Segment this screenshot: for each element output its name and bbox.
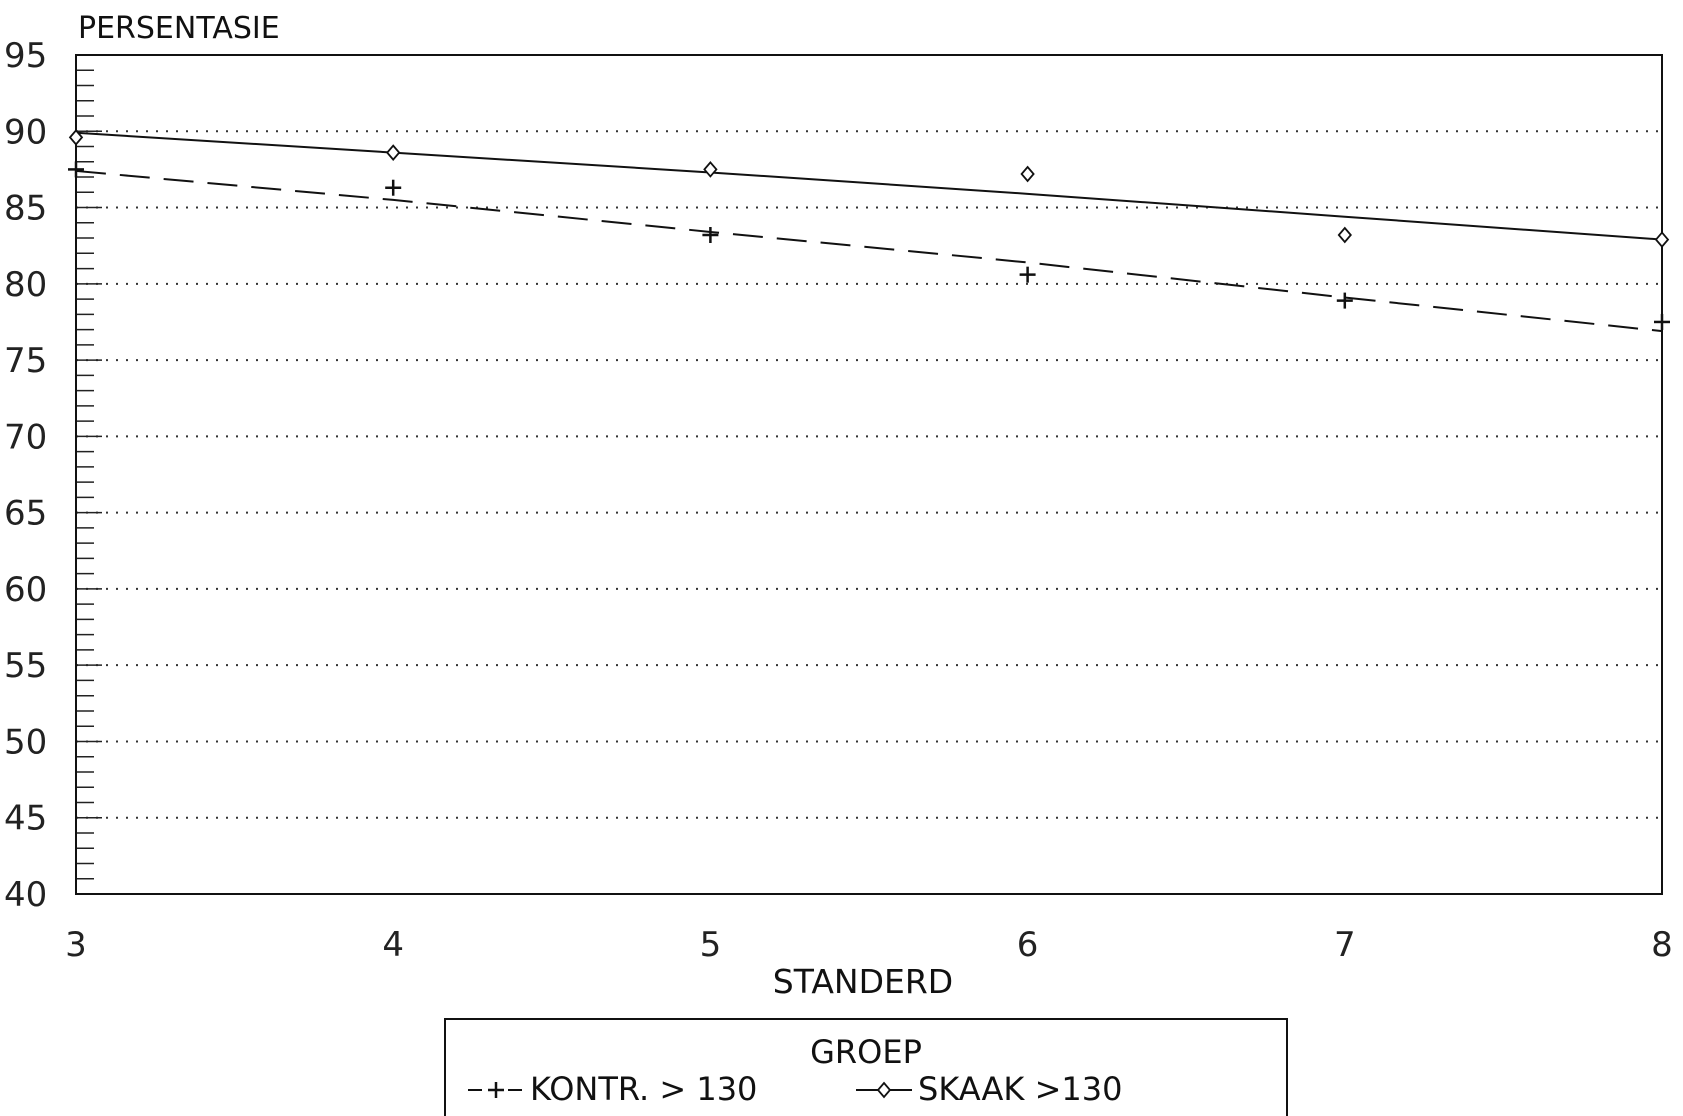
grid-lines (76, 130, 1662, 819)
legend-label: KONTR. > 130 (530, 1070, 757, 1108)
legend-label: SKAAK >130 (918, 1070, 1122, 1108)
y-tick-label: 80 (4, 265, 47, 305)
y-tick-label: 90 (4, 112, 47, 152)
data-point (1337, 226, 1352, 244)
x-tick-label: 3 (65, 925, 87, 965)
data-point (386, 144, 401, 162)
x-tick-labels: 3 4 5 6 7 8 (65, 925, 1673, 965)
data-point (68, 128, 84, 146)
y-tick-label: 70 (4, 417, 47, 457)
legend-items: KONTR. > 130 SKAAK >130 (468, 1070, 1122, 1108)
data-point (702, 227, 719, 244)
data-point (1654, 313, 1670, 330)
y-tick-label: 65 (4, 494, 47, 534)
y-tick-label: 55 (4, 646, 47, 686)
x-tick-label: 6 (1017, 925, 1039, 965)
data-point (385, 179, 402, 196)
legend-marker (876, 1081, 892, 1099)
y-tick-label: 95 (4, 36, 47, 76)
series-layer (68, 128, 1670, 333)
data-point (68, 161, 84, 178)
data-point (1336, 292, 1353, 309)
legend-marker (488, 1082, 504, 1098)
x-tick-label: 4 (382, 925, 404, 965)
data-point (1019, 266, 1036, 283)
plot-frame (75, 54, 1663, 895)
x-axis-label: STANDERD (773, 962, 953, 1001)
y-axis-label: PERSENTASIE (78, 11, 280, 46)
y-tick-label: 85 (4, 189, 47, 229)
x-tick-label: 8 (1651, 925, 1673, 965)
x-tick-label: 5 (700, 925, 722, 965)
y-tick-labels: 40 45 50 55 60 65 70 75 80 85 90 95 (4, 36, 47, 915)
data-point (703, 161, 718, 178)
x-tick-label: 7 (1334, 925, 1356, 965)
y-tick-label: 50 (4, 722, 47, 762)
y-tick-label: 45 (4, 799, 47, 839)
data-point (1020, 165, 1035, 183)
series-line-1 (75, 131, 1663, 241)
y-tick-label: 75 (4, 341, 47, 381)
y-minor-ticks (76, 54, 102, 895)
series-line-0 (75, 169, 1663, 333)
legend: GROEP KONTR. > 130 SKAAK >130 (444, 1018, 1288, 1116)
legend-title: GROEP (810, 1033, 922, 1071)
y-tick-label: 60 (4, 570, 47, 610)
data-point (1654, 231, 1670, 248)
legend-box (444, 1018, 1288, 1116)
y-tick-label: 40 (4, 875, 47, 915)
